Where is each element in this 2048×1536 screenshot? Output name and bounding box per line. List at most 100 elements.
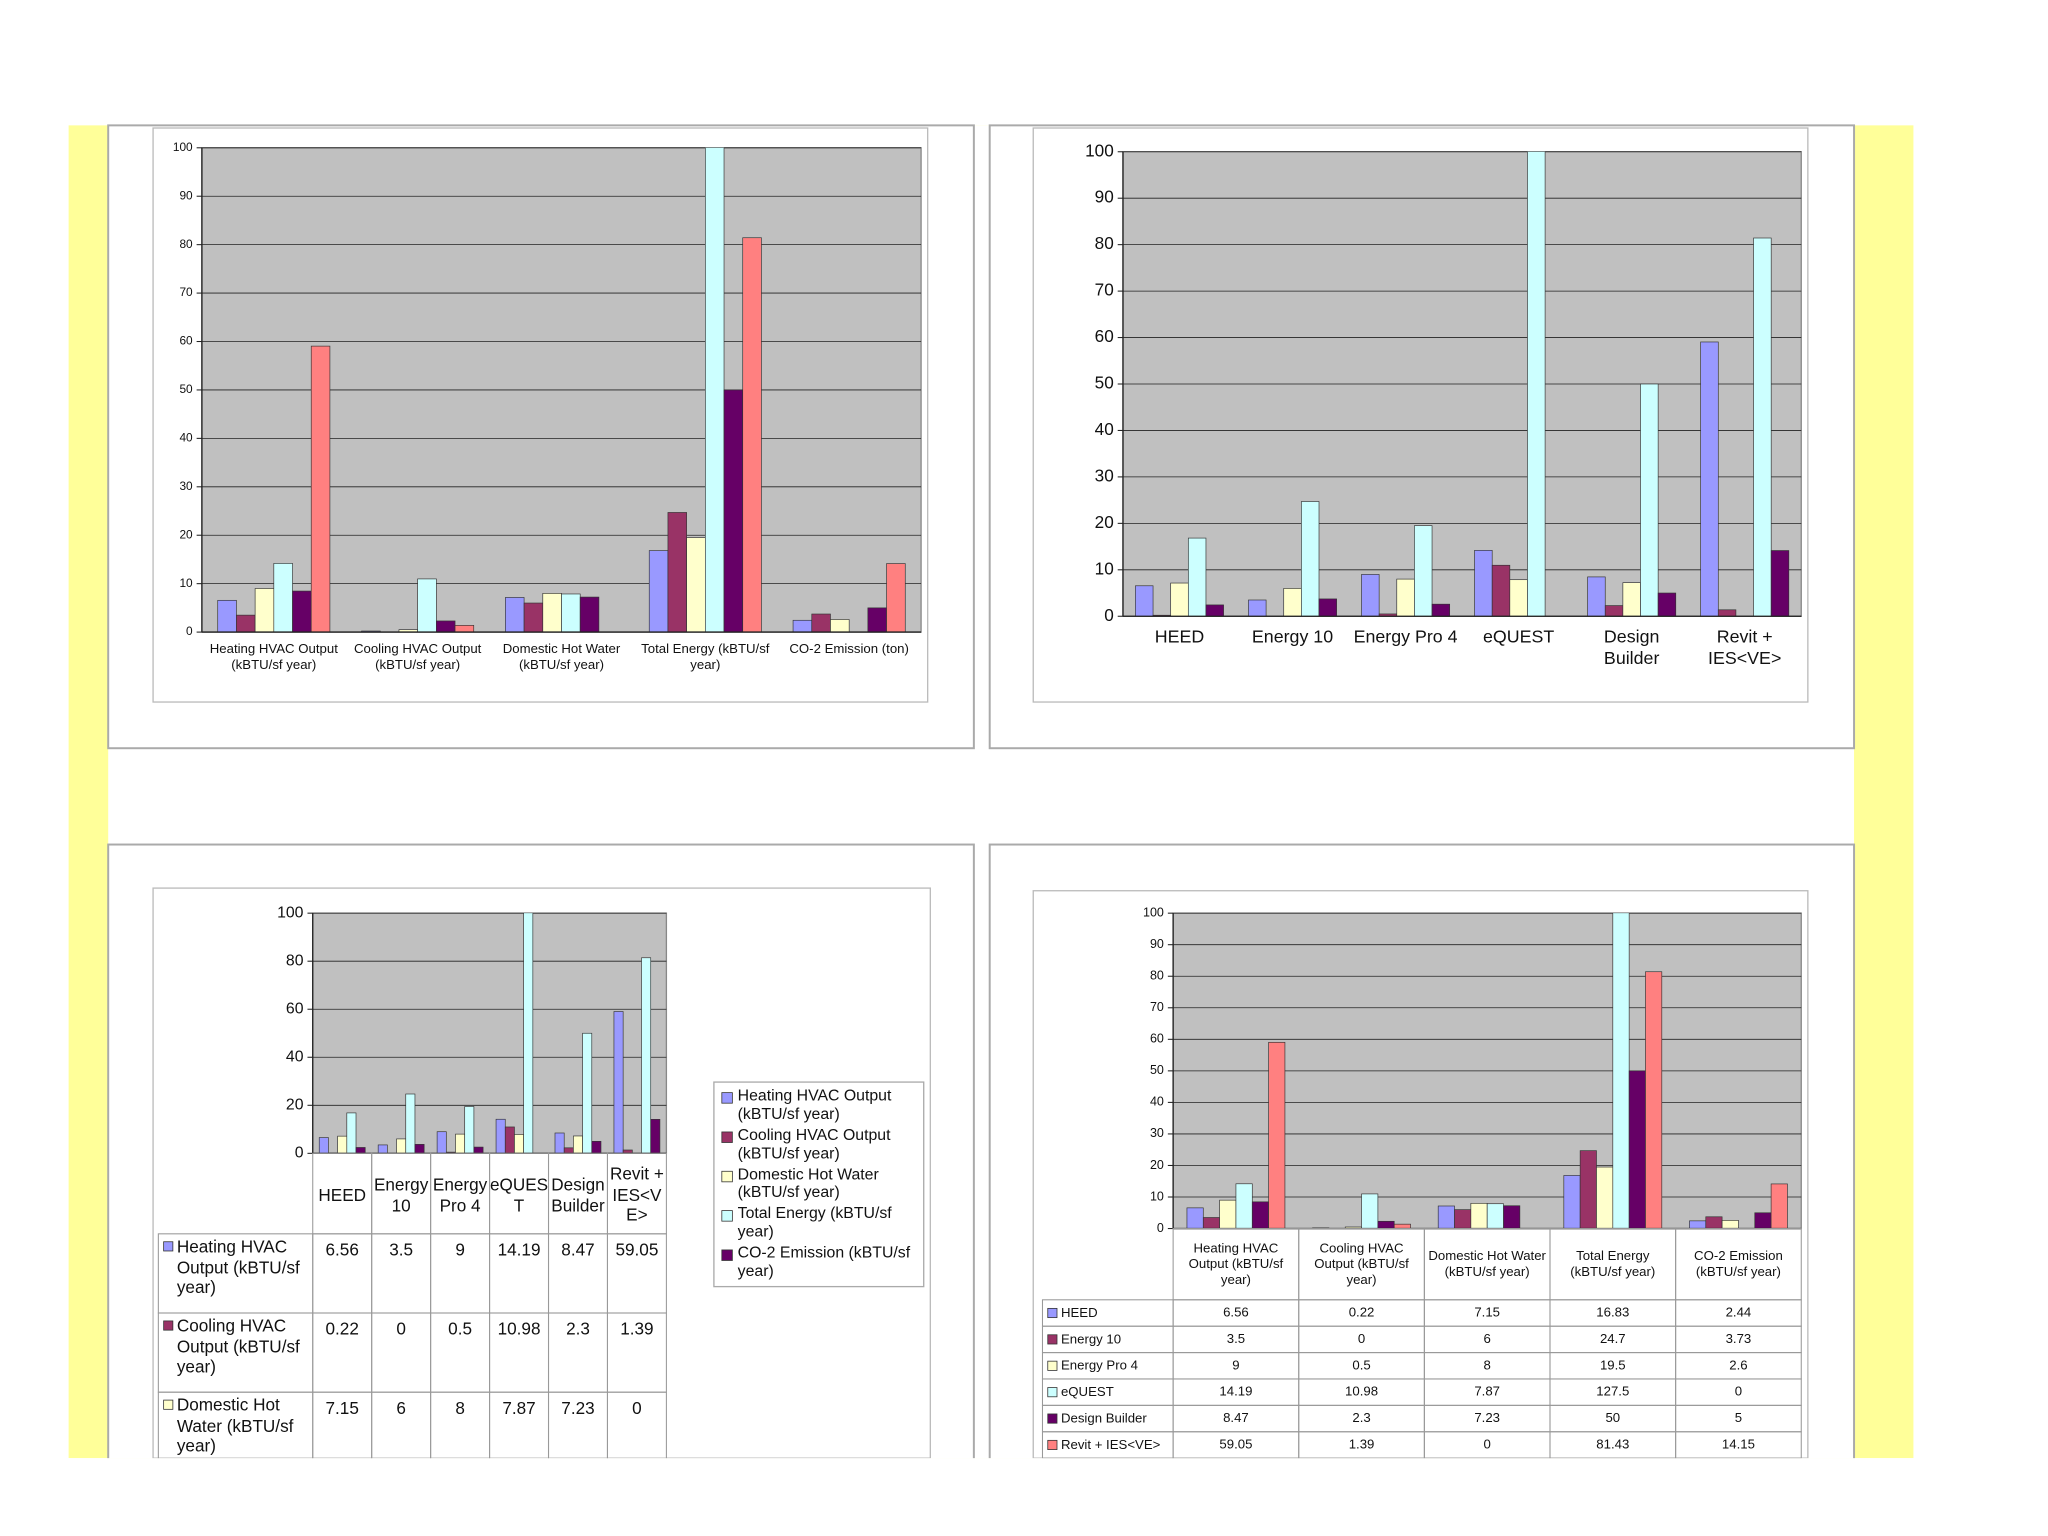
legend-key <box>163 1241 174 1252</box>
table-row-header-box: HEED <box>1061 1306 1098 1321</box>
legend-label: Heating HVAC Output (kBTU/sf year) <box>737 1087 892 1123</box>
table-row-header: Cooling HVAC Output (kBTU/sf year) <box>176 1315 300 1377</box>
bar <box>292 590 312 633</box>
x-tick-label-box: Energy 10 <box>373 1174 429 1215</box>
x-tick-label: CO-2 Emission (kBTU/sf year) <box>1694 1249 1783 1281</box>
bar <box>355 1147 366 1154</box>
legend-key <box>721 1131 733 1143</box>
y-tick-label: 70 <box>1095 280 1114 300</box>
bar <box>792 619 813 633</box>
bar <box>1657 592 1677 617</box>
bar <box>830 619 850 633</box>
x-tick-label: Design Builder <box>551 1174 605 1215</box>
bar <box>1509 579 1528 617</box>
table-value: 3.5 <box>1227 1331 1245 1346</box>
y-tick-label: 10 <box>1150 1189 1164 1203</box>
table-value: 10.98 <box>498 1319 541 1339</box>
legend-label-box: Cooling HVAC Output (kBTU/sf year) <box>738 1127 891 1162</box>
x-tick-label-box: Energy 10 <box>1252 627 1333 647</box>
plot-area <box>312 912 668 1154</box>
table-value: 14.15 <box>1722 1436 1755 1451</box>
table-row-header-box: Revit + IES<VE> <box>1061 1438 1160 1453</box>
legend-label-box: Total Energy (kBTU/sf year) <box>738 1205 892 1240</box>
bar <box>573 1135 583 1154</box>
legend-key <box>721 1170 733 1183</box>
y-tick-label: 100 <box>1085 140 1114 160</box>
bar <box>622 1149 633 1154</box>
x-tick-label: Total Energy (kBTU/sf year) <box>1570 1249 1656 1281</box>
table-value: 5 <box>1735 1410 1742 1425</box>
bar <box>704 147 725 633</box>
y-tick-label: 20 <box>1095 512 1114 532</box>
bar <box>1187 537 1207 617</box>
chart: 0 10 20 30 40 50 60 70 80 90 100 HEED Energy 10 Energ… <box>1032 127 1809 703</box>
bar <box>236 614 256 633</box>
bar <box>455 1133 466 1154</box>
table-row-header-box: Energy 10 <box>1060 1332 1122 1348</box>
x-tick-label: Domestic Hot Water (kBTU/sf year) <box>502 642 621 673</box>
bar <box>1491 564 1511 617</box>
bar <box>1527 151 1546 617</box>
bar <box>1717 609 1737 617</box>
x-tick-label-box: Total Energy (kBTU/sf year) <box>641 642 770 673</box>
table-row-header: Energy 10 <box>1060 1332 1122 1348</box>
y-tick-label: 30 <box>1095 465 1114 485</box>
bar <box>563 1147 574 1154</box>
x-tick-label-box: Energy Pro 4 <box>1354 627 1458 647</box>
x-tick-label-box: Total Energy (kBTU/sf year) <box>1570 1249 1656 1281</box>
x-tick-label-box: Revit + IES<VE> <box>610 1164 664 1225</box>
bar <box>1770 550 1790 617</box>
y-tick-label: 40 <box>1095 419 1114 439</box>
y-tick-label: 80 <box>286 952 304 969</box>
x-tick-label-box: CO-2 Emission (ton) <box>789 643 909 658</box>
table-value: 8.47 <box>1223 1410 1249 1425</box>
bar <box>464 1106 475 1154</box>
bar <box>1170 582 1189 617</box>
bar <box>667 512 687 633</box>
table-value: 2.3 <box>566 1319 590 1339</box>
bars <box>1186 913 1788 1229</box>
bar <box>473 1146 484 1154</box>
x-tick-label-box: Heating HVAC Output (kBTU/sf year) <box>1189 1242 1284 1288</box>
legend-key <box>1047 1307 1058 1319</box>
bar <box>1361 1193 1379 1229</box>
table-value: 7.15 <box>1474 1304 1500 1319</box>
y-tick-label: 50 <box>1095 373 1114 393</box>
bar <box>1612 913 1630 1229</box>
y-tick-label: 40 <box>286 1048 304 1065</box>
bar <box>377 1144 388 1154</box>
bar <box>1645 971 1663 1229</box>
table-value: 9 <box>455 1240 465 1260</box>
table-value: 59.05 <box>1219 1436 1252 1451</box>
table-cell <box>606 1391 667 1459</box>
legend-key <box>721 1249 733 1261</box>
table-value: 0 <box>632 1398 642 1418</box>
table-value: 7.87 <box>1474 1384 1500 1399</box>
table-value: 8 <box>1484 1357 1491 1372</box>
table-value: 2.6 <box>1729 1357 1747 1372</box>
bar <box>742 237 762 633</box>
x-tick-label: HEED <box>318 1184 367 1205</box>
table-value: 0.22 <box>326 1319 359 1339</box>
bar <box>1186 1207 1204 1229</box>
bar <box>1301 501 1320 617</box>
legend-key <box>163 1320 174 1331</box>
x-tick-label: Energy 10 <box>373 1174 429 1215</box>
x-tick-label-box: Energy Pro 4 <box>433 1174 487 1214</box>
x-tick-label: Total Energy (kBTU/sf year) <box>641 642 770 673</box>
bar <box>1454 1209 1472 1229</box>
table-value: 7.87 <box>502 1398 535 1418</box>
bar <box>436 620 456 633</box>
bar <box>1135 585 1154 617</box>
y-tick-label: 90 <box>1150 937 1164 951</box>
y-tick-label: 60 <box>286 1000 304 1017</box>
bar <box>514 1134 524 1154</box>
table-value: 2.3 <box>1352 1410 1370 1425</box>
x-tick-label: eQUEST <box>489 1174 549 1215</box>
table-value: 6.56 <box>326 1240 359 1260</box>
table-value: 7.15 <box>326 1398 359 1418</box>
y-tick-label: 40 <box>1150 1095 1164 1109</box>
bar <box>561 593 581 633</box>
table-cell <box>1675 1431 1802 1459</box>
